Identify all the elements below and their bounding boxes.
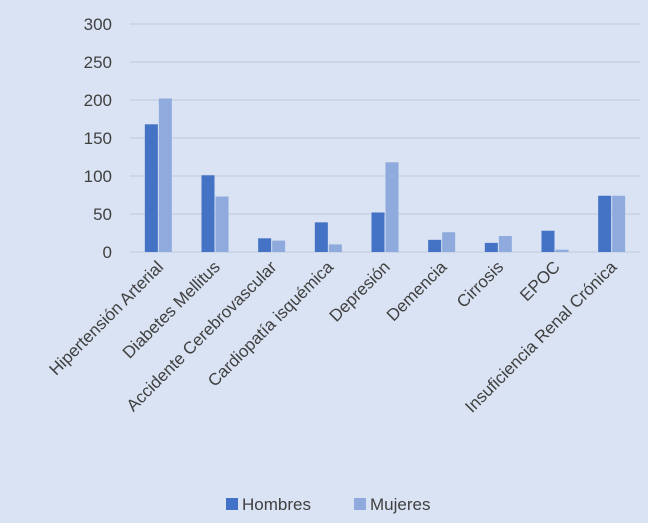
legend-label-mujeres: Mujeres	[370, 495, 430, 514]
bar-mujeres-3	[328, 244, 342, 252]
bar-hombres-8	[598, 195, 612, 252]
y-tick-label: 200	[84, 91, 112, 110]
x-category-label: Cirrosis	[453, 257, 507, 311]
legend-label-hombres: Hombres	[242, 495, 311, 514]
bar-hombres-6	[484, 242, 498, 252]
y-tick-label: 0	[103, 243, 112, 262]
bar-mujeres-7	[555, 249, 569, 252]
bar-hombres-4	[371, 212, 385, 252]
bars	[144, 98, 626, 252]
y-tick-label: 300	[84, 15, 112, 34]
bar-hombres-5	[428, 239, 442, 252]
legend-swatch-hombres	[226, 498, 238, 510]
x-category-label: Depresión	[326, 257, 394, 325]
legend-swatch-mujeres	[354, 498, 366, 510]
y-tick-label: 150	[84, 129, 112, 148]
legend: Hombres Mujeres	[226, 495, 430, 514]
bar-mujeres-8	[612, 195, 626, 252]
bar-mujeres-4	[385, 162, 399, 252]
y-tick-label: 50	[93, 205, 112, 224]
bar-hombres-7	[541, 230, 555, 252]
y-tick-label: 100	[84, 167, 112, 186]
x-category-label: Diabetes Mellitus	[119, 257, 224, 362]
bar-mujeres-2	[272, 240, 286, 252]
bar-hombres-3	[314, 222, 328, 252]
x-category-label: Demencia	[383, 257, 451, 325]
bar-hombres-1	[201, 175, 215, 252]
bar-mujeres-5	[442, 232, 456, 252]
gridlines	[130, 23, 640, 253]
bar-hombres-0	[144, 124, 158, 252]
bar-hombres-2	[258, 238, 272, 252]
bar-mujeres-6	[498, 236, 512, 252]
y-axis: 0 50 100 150 200 250 300	[84, 15, 112, 262]
y-tick-label: 250	[84, 53, 112, 72]
x-category-label: EPOC	[516, 257, 564, 305]
bar-mujeres-0	[158, 98, 172, 252]
bar-mujeres-1	[215, 196, 229, 252]
